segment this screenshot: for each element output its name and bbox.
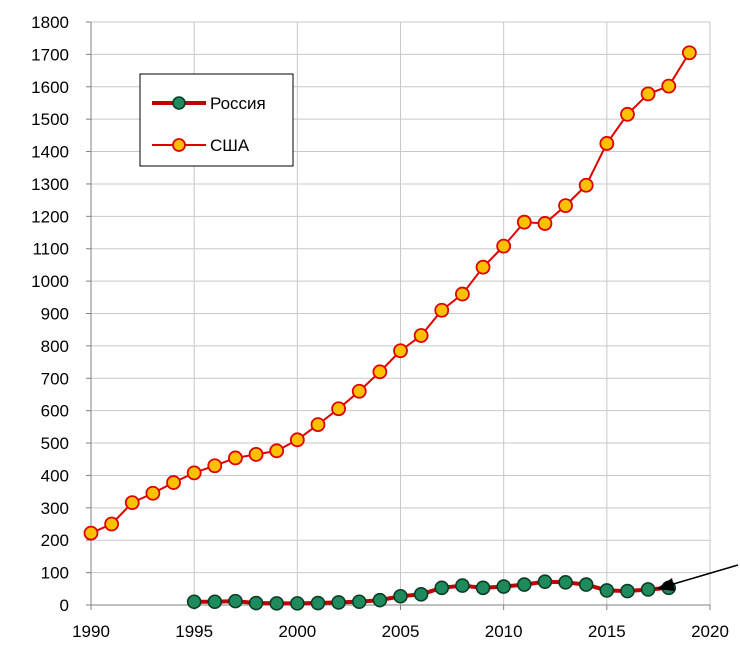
data-point-usa [186,465,202,481]
annotation-arrow [656,564,739,591]
data-point-usa [228,450,243,466]
data-point-usa [351,383,367,399]
data-point-russia [455,578,470,593]
data-point-russia [269,596,285,611]
data-point-russia [578,577,594,592]
y-tick-label: 1300 [31,175,69,194]
series-line-russia [194,579,669,606]
data-point-russia [640,582,656,597]
y-tick-labels: 0 100 200 300 400 500 600 700 800 900 1000 1100 1200… [31,13,69,615]
y-tick-label: 700 [41,369,69,388]
y-tick-label: 100 [41,564,69,583]
data-point-russia [537,574,553,589]
legend-label-usa: США [210,136,250,155]
data-point-usa [558,198,573,214]
y-tick-label: 300 [41,499,69,518]
x-tick-labels: 1990 1995 2000 2005 2010 2015 2020 [72,622,729,641]
data-point-usa [145,485,161,501]
data-point-usa [475,259,491,275]
data-point-russia [248,595,264,611]
data-point-russia [475,580,491,596]
legend-marker-russia [172,96,186,110]
data-point-usa [310,417,326,432]
y-tick-label: 200 [41,531,69,550]
legend-label-russia: Россия [210,94,266,113]
data-point-usa [289,432,305,448]
data-point-usa [413,328,429,343]
y-tick-label: 0 [60,596,69,615]
y-tick-label: 1500 [31,110,69,129]
data-point-usa [599,136,615,151]
data-point-russia [351,594,367,610]
data-point-usa [578,177,594,193]
y-tick-label: 1200 [31,207,69,226]
data-point-russia [228,593,243,609]
data-point-usa [496,238,512,254]
data-point-usa [454,286,470,302]
data-point-usa [516,214,532,230]
data-point-russia [207,594,223,610]
data-point-russia [620,583,635,599]
data-point-usa [124,495,140,511]
annotation-arrow-head [656,578,675,591]
x-tick-label: 2000 [278,622,316,641]
data-point-usa [166,475,181,490]
x-tick-label: 1990 [72,622,110,641]
annotation-arrow-shaft [669,564,739,586]
data-point-russia [516,577,532,592]
legend-marker-usa [172,138,186,152]
data-point-usa [207,458,223,474]
legend: Россия США [139,73,294,167]
data-point-usa [104,516,120,532]
data-point-usa [83,525,99,541]
data-point-russia [496,579,511,594]
data-point-usa [248,446,264,462]
data-point-russia [331,595,346,610]
data-point-usa [537,216,553,231]
data-point-usa [661,78,677,94]
data-point-usa [269,443,285,459]
y-tick-label: 1000 [31,272,69,291]
y-tick-label: 1400 [31,143,69,162]
y-tick-label: 1800 [31,13,69,32]
data-point-russia [434,580,450,596]
y-tick-label: 900 [41,305,69,324]
data-point-russia [558,575,573,590]
y-tick-label: 800 [41,337,69,356]
y-tick-label: 400 [41,466,69,485]
data-point-usa [372,364,388,380]
data-point-russia [310,595,326,611]
data-point-usa [393,343,408,359]
data-point-russia [599,583,615,598]
data-point-usa [434,302,450,318]
data-point-usa [331,401,347,417]
y-tick-label: 600 [41,402,69,421]
data-point-usa [620,106,635,122]
data-point-russia [186,594,202,610]
y-tick-label: 1700 [31,45,69,64]
data-point-usa [681,45,697,61]
data-point-russia [290,596,305,611]
data-point-russia [393,588,408,604]
x-tick-label: 2020 [691,622,729,641]
x-tick-label: 1995 [175,622,213,641]
x-tick-label: 2005 [382,622,420,641]
x-tick-label: 2015 [588,622,626,641]
legend-box [139,73,294,167]
y-tick-label: 1600 [31,78,69,97]
x-tick-label: 2010 [485,622,523,641]
y-tick-label: 1100 [32,240,69,259]
series-layer [83,45,697,611]
data-point-usa [640,86,656,102]
y-tick-label: 500 [41,434,69,453]
data-point-russia [372,592,388,608]
data-point-russia [413,587,429,602]
